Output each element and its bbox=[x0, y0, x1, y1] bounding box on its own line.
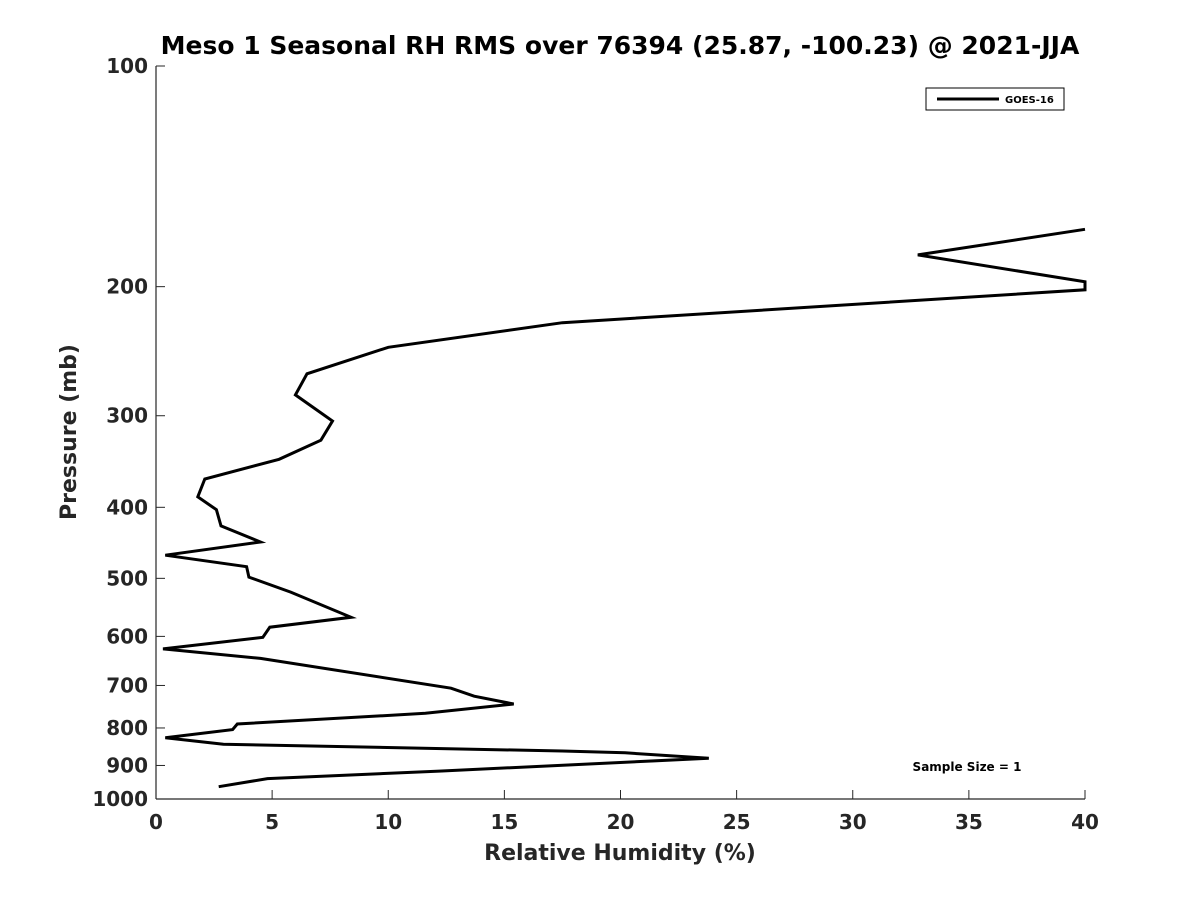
y-tick-label: 200 bbox=[106, 275, 148, 299]
x-axis-label: Relative Humidity (%) bbox=[484, 841, 756, 866]
x-tick-label: 5 bbox=[265, 810, 279, 834]
x-tick-label: 25 bbox=[723, 810, 751, 834]
y-tick-label: 900 bbox=[106, 753, 148, 777]
y-tick-label: 300 bbox=[106, 404, 148, 428]
sample-size-annotation: Sample Size = 1 bbox=[913, 760, 1022, 774]
series-line-goes-16 bbox=[162, 227, 1087, 789]
x-tick-label: 0 bbox=[149, 810, 163, 834]
y-tick-label: 400 bbox=[106, 495, 148, 519]
y-tick-label: 600 bbox=[106, 624, 148, 648]
x-tick-label: 35 bbox=[955, 810, 983, 834]
legend-label-goes-16: GOES-16 bbox=[1005, 95, 1054, 106]
x-axis-ticks: 0 5 10 15 20 25 30 35 40 bbox=[149, 790, 1099, 834]
chart-title: Meso 1 Seasonal RH RMS over 76394 (25.87… bbox=[161, 31, 1080, 60]
legend: GOES-16 bbox=[925, 87, 1065, 111]
y-axis-label: Pressure (mb) bbox=[57, 344, 82, 520]
y-tick-label: 800 bbox=[106, 716, 148, 740]
x-tick-label: 15 bbox=[490, 810, 518, 834]
y-tick-label: 100 bbox=[106, 54, 148, 78]
y-tick-label: 700 bbox=[106, 673, 148, 697]
series-layer bbox=[162, 227, 1087, 789]
x-tick-label: 20 bbox=[607, 810, 635, 834]
x-tick-label: 40 bbox=[1071, 810, 1099, 834]
y-tick-label: 500 bbox=[106, 566, 148, 590]
y-tick-label: 1000 bbox=[92, 787, 148, 811]
x-tick-label: 10 bbox=[374, 810, 402, 834]
x-tick-label: 30 bbox=[839, 810, 867, 834]
y-axis-ticks: 100 200 300 400 500 600 700 800 900 1000 bbox=[92, 54, 165, 811]
